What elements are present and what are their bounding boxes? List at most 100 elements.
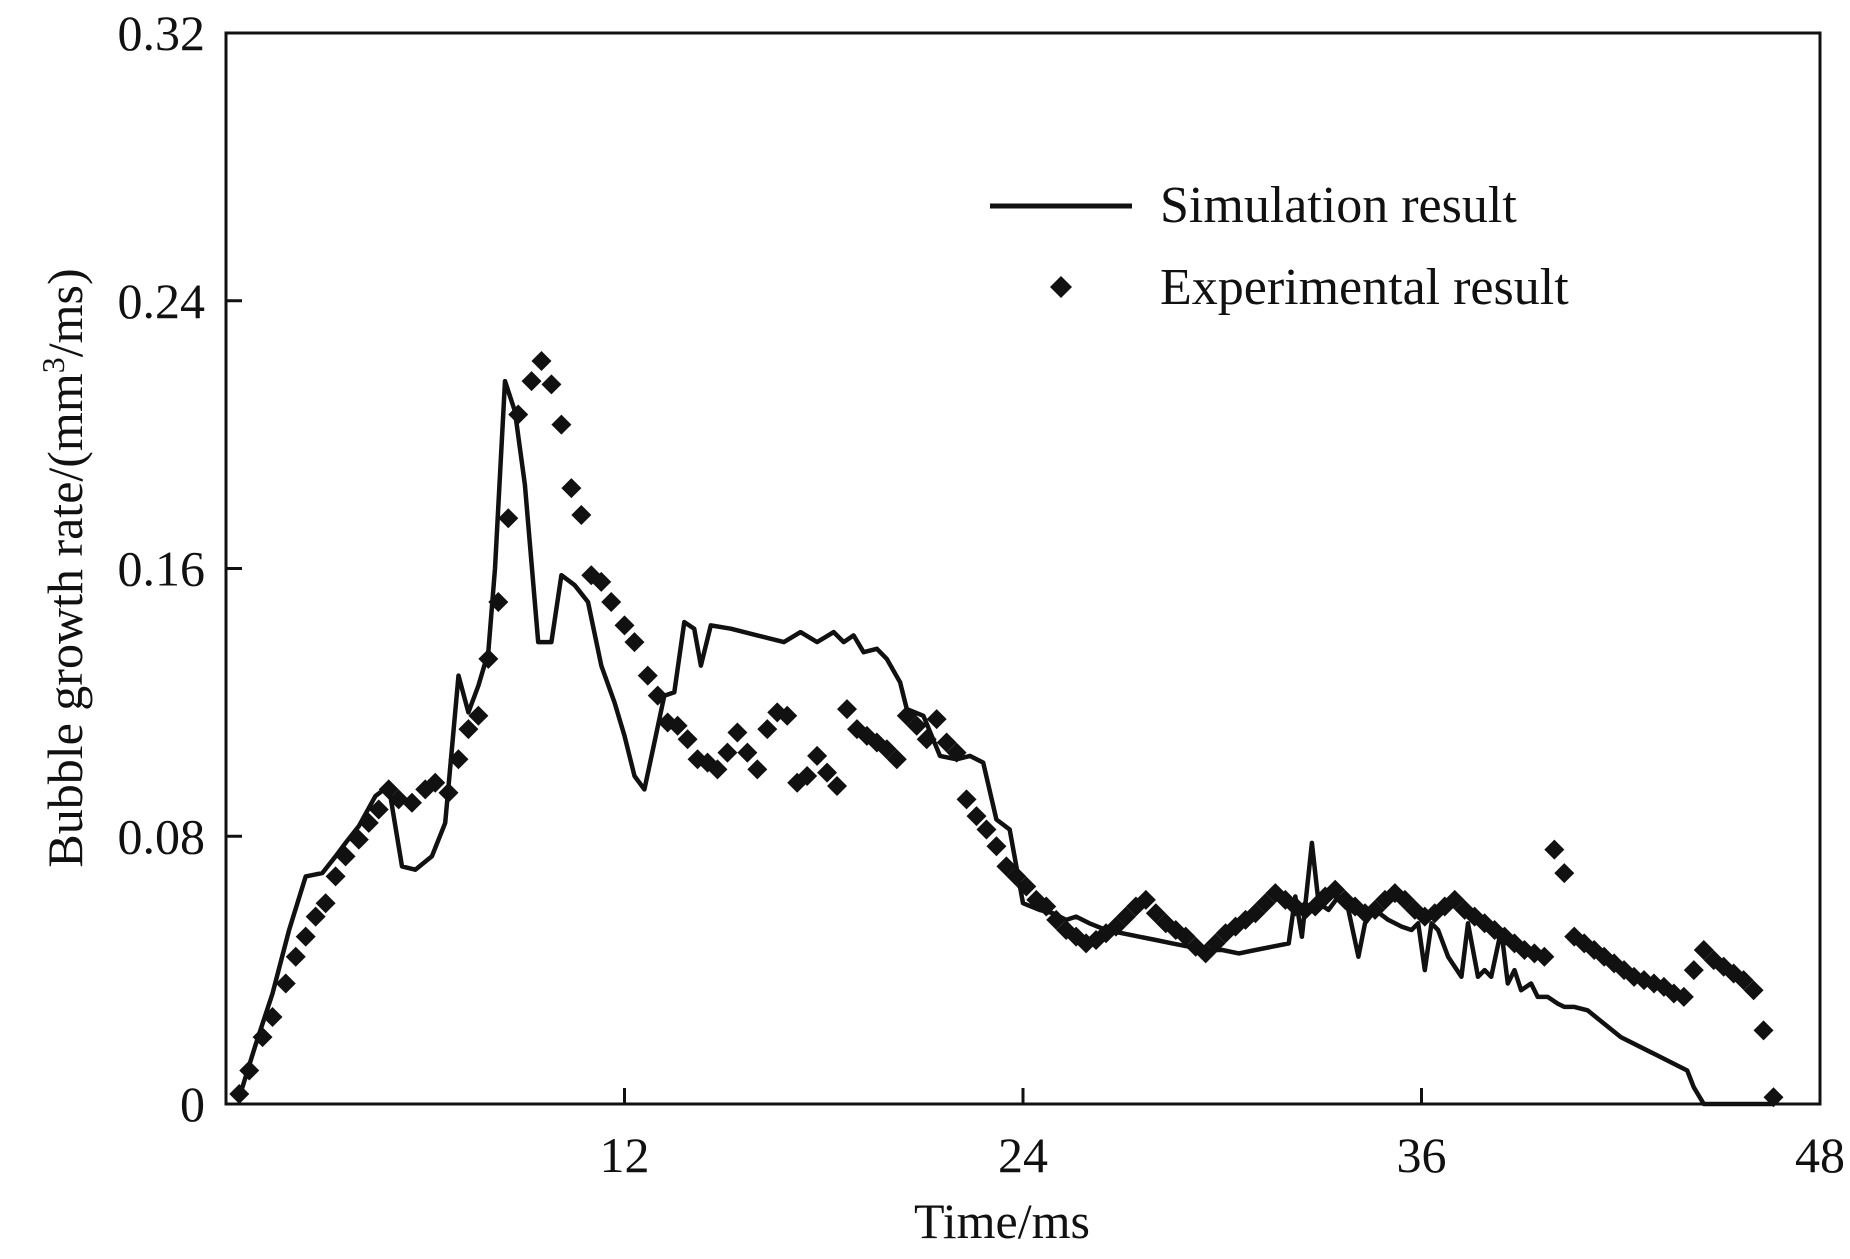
data-point [966, 806, 987, 827]
data-point [996, 856, 1017, 877]
y-tick-label: 0.08 [118, 808, 206, 864]
legend-marker-experimental [1050, 276, 1072, 298]
y-tick-label: 0.24 [118, 273, 206, 329]
data-point [305, 906, 326, 927]
data-point [531, 350, 552, 371]
data-point [488, 591, 509, 612]
legend-label-experimental: Experimental result [1160, 259, 1569, 316]
data-point [896, 705, 917, 726]
data-point [1544, 839, 1565, 860]
series-line-simulation [237, 378, 1774, 1107]
data-point [1683, 960, 1704, 981]
data-point [358, 812, 379, 833]
x-axis: 12 24 36 48 [600, 1088, 1845, 1183]
data-point [425, 772, 446, 793]
y-tick-label: 0 [180, 1076, 205, 1132]
data-point [1305, 896, 1326, 917]
data-point [262, 1006, 283, 1027]
data-point [727, 722, 748, 743]
data-point [1105, 916, 1126, 937]
data-point [976, 819, 997, 840]
data-point [1325, 879, 1346, 900]
y-axis-title-superscript: 3 [35, 357, 71, 373]
data-point [1444, 889, 1465, 910]
data-point [401, 792, 422, 813]
data-point [624, 632, 645, 653]
data-point [295, 926, 316, 947]
data-point [1016, 876, 1037, 897]
data-point [707, 759, 728, 780]
data-point [229, 1083, 250, 1104]
x-tick-label: 36 [1397, 1127, 1447, 1183]
data-point [926, 709, 947, 730]
data-point [561, 478, 582, 499]
y-axis-title: Bubble growth rate/(mm3/ms) [35, 268, 93, 867]
data-point [916, 729, 937, 750]
data-point [458, 719, 479, 740]
data-point [1046, 909, 1067, 930]
data-point [956, 789, 977, 810]
data-point [1255, 893, 1276, 914]
data-point [571, 504, 592, 525]
x-tick-label: 12 [600, 1127, 650, 1183]
series-points-experimental [229, 350, 1784, 1108]
x-tick-label: 48 [1795, 1127, 1845, 1183]
data-point [1753, 1020, 1774, 1041]
y-tick-label: 0.32 [118, 5, 206, 61]
data-point [508, 404, 529, 425]
data-point [285, 946, 306, 967]
data-point [827, 776, 848, 797]
data-point [468, 705, 489, 726]
data-point [335, 846, 356, 867]
data-point [797, 766, 818, 787]
data-point [1036, 896, 1057, 917]
data-point [1205, 933, 1226, 954]
data-point [591, 571, 612, 592]
data-point [1006, 866, 1027, 887]
data-point [717, 742, 738, 763]
data-point [1554, 863, 1575, 884]
data-point [239, 1060, 260, 1081]
data-point [315, 893, 336, 914]
data-point [817, 762, 838, 783]
data-point [368, 799, 389, 820]
data-point [906, 715, 927, 736]
data-point [438, 782, 459, 803]
data-point [946, 742, 967, 763]
data-point [1365, 899, 1386, 920]
data-point [601, 591, 622, 612]
data-point [1743, 980, 1764, 1001]
data-point [614, 615, 635, 636]
x-tick-label: 24 [998, 1127, 1048, 1183]
y-tick-label: 0.16 [118, 541, 206, 597]
data-point [986, 836, 1007, 857]
data-point [757, 719, 778, 740]
data-point [807, 745, 828, 766]
data-point [1145, 903, 1166, 924]
data-point [737, 742, 758, 763]
data-point [936, 732, 957, 753]
data-point [876, 739, 897, 760]
data-point [777, 705, 798, 726]
data-point [325, 866, 346, 887]
data-point [275, 973, 296, 994]
data-point [521, 371, 542, 392]
data-point [1394, 889, 1415, 910]
data-point [1763, 1087, 1784, 1108]
y-axis-title-tail: /ms) [37, 268, 93, 357]
data-point [836, 699, 857, 720]
data-point [677, 729, 698, 750]
data-point [541, 374, 562, 395]
data-point [747, 759, 768, 780]
data-point [252, 1027, 273, 1048]
data-point [498, 508, 519, 529]
data-point [1195, 943, 1216, 964]
data-point [1673, 986, 1694, 1007]
data-point [1693, 940, 1714, 961]
data-point [1135, 889, 1156, 910]
data-point [637, 665, 658, 686]
data-point [1245, 903, 1266, 924]
data-point [886, 749, 907, 770]
data-point [667, 715, 688, 736]
data-point [478, 648, 499, 669]
